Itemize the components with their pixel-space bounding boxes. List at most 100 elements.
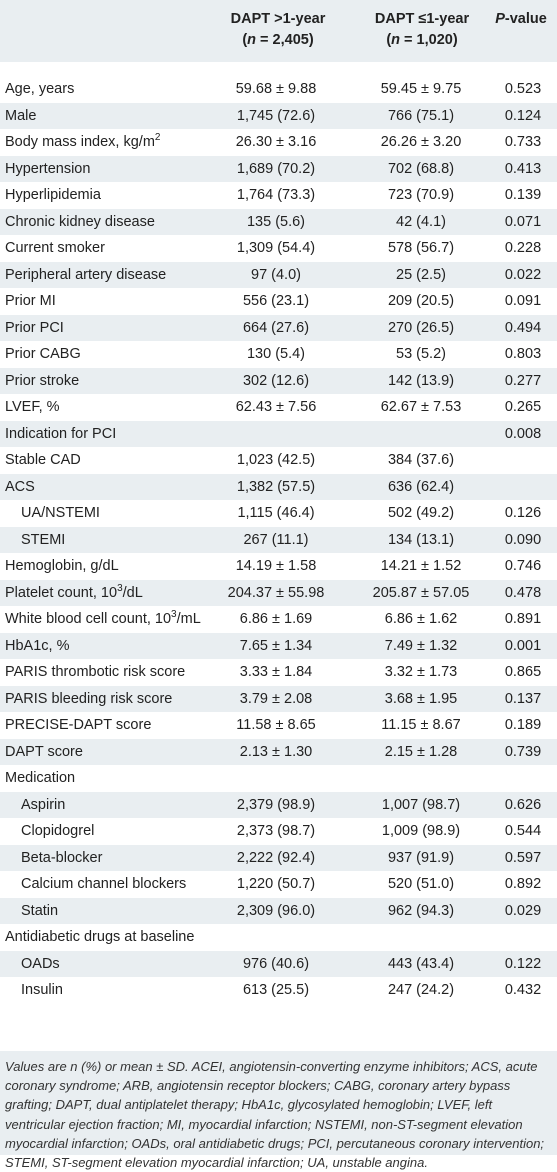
table-row: Prior MI 556 (23.1) 209 (20.5) 0.091: [0, 288, 557, 315]
table-row: ACS 1,382 (57.5) 636 (62.4): [0, 473, 557, 500]
row-label-text: Chronic kidney disease: [5, 213, 155, 230]
value-p: 0.189: [504, 717, 542, 733]
table-row: Insulin 613 (25.5) 247 (24.2) 0.432: [0, 977, 557, 1004]
table-row: Prior CABG 130 (5.4) 53 (5.2) 0.803: [0, 341, 557, 368]
header-col1-n-open: (: [242, 32, 248, 48]
row-label: Hypertension: [5, 156, 90, 183]
value-dapt-gt-1-year: 976 (40.6): [242, 955, 310, 972]
value-p: 0.626: [504, 796, 542, 813]
row-label-text: LVEF, %: [5, 399, 60, 415]
value-dapt-le-1-year: 578 (56.7): [387, 240, 455, 256]
value-p: 0.523: [504, 81, 542, 97]
row-label: Clopidogrel: [21, 818, 94, 845]
table-row: Antidiabetic drugs at baseline: [0, 924, 557, 951]
row-label: Prior MI: [5, 288, 56, 315]
row-label-superscript: 2: [154, 132, 161, 144]
row-label-text: Insulin: [21, 982, 63, 998]
row-label-text: Beta-blocker: [21, 849, 103, 866]
value-dapt-le-1-year: 59.45 ± 9.75: [380, 81, 462, 97]
row-label-text: PARIS bleeding risk score: [5, 690, 173, 707]
table-row: Current smoker 1,309 (54.4) 578 (56.7) 0.22…: [0, 235, 557, 262]
row-label: Statin: [21, 898, 58, 925]
row-label-text: Prior PCI: [5, 319, 64, 336]
row-label: LVEF, %: [5, 394, 60, 421]
table-row: Medication: [0, 765, 557, 792]
value-dapt-gt-1-year: 2,379 (98.9): [236, 796, 316, 813]
table-row: Hemoglobin, g/dL 14.19 ± 1.58 14.21 ± 1.52…: [0, 553, 557, 580]
row-label-text: Stable CAD: [5, 452, 81, 468]
value-p: 0.228: [504, 240, 542, 256]
value-dapt-gt-1-year: 556 (23.1): [242, 293, 310, 309]
table-row: Aspirin 2,379 (98.9) 1,007 (98.7) 0.626: [0, 791, 557, 818]
value-dapt-gt-1-year: 1,023 (42.5): [236, 452, 316, 468]
table-footnote: Values are n (%) or mean ± SD. ACEI, ang…: [0, 1051, 557, 1170]
table-row: DAPT score 2.13 ± 1.30 2.15 ± 1.28 0.739: [0, 738, 557, 765]
row-label: Hemoglobin, g/dL: [5, 553, 119, 580]
row-label-superscript: 3: [171, 609, 177, 621]
value-p: 0.008: [504, 425, 542, 442]
table-row: Hypertension 1,689 (70.2) 702 (68.8) 0.413: [0, 155, 557, 183]
value-dapt-le-1-year: 636 (62.4): [387, 478, 455, 495]
row-label-text: White blood cell count, 10: [5, 611, 172, 627]
row-label-text: UA/NSTEMI: [21, 505, 100, 521]
footnote-text: Values are n (%) or mean ± SD. ACEI, ang…: [5, 1059, 545, 1171]
value-dapt-gt-1-year: 1,382 (57.5): [236, 478, 316, 495]
value-p: 0.001: [504, 637, 542, 654]
row-label: Medication: [5, 765, 75, 792]
row-label-text: OADs: [21, 955, 60, 972]
table-row: Hyperlipidemia 1,764 (73.3) 723 (70.9) 0.13…: [0, 182, 557, 209]
header-col2-n-open: (: [386, 32, 392, 48]
value-dapt-le-1-year: 209 (20.5): [387, 293, 455, 309]
table-row: STEMI 267 (11.1) 134 (13.1) 0.090: [0, 526, 557, 553]
value-p: 0.265: [504, 399, 542, 415]
row-label: Male: [5, 103, 36, 130]
row-label-text: Hypertension: [5, 160, 91, 177]
row-label-text: Hyperlipidemia: [5, 187, 101, 203]
row-label: Antidiabetic drugs at baseline: [5, 924, 194, 951]
row-label-text: Medication: [5, 770, 76, 786]
header-col2-n-symbol: n: [391, 32, 401, 48]
value-p: 0.090: [504, 531, 542, 548]
value-p: 0.137: [504, 690, 542, 707]
row-label: UA/NSTEMI: [21, 500, 100, 527]
row-label-text: Statin: [21, 902, 59, 919]
header-col2-n: (n = 1,020): [364, 30, 480, 51]
table-header: DAPT >1-year (n = 2,405) DAPT ≤1-year (n…: [0, 0, 557, 62]
value-dapt-gt-1-year: 2,373 (98.7): [236, 823, 316, 839]
value-dapt-gt-1-year: 2.13 ± 1.30: [239, 743, 313, 760]
value-p: 0.091: [504, 293, 542, 309]
value-dapt-le-1-year: 25 (2.5): [396, 266, 446, 283]
value-dapt-le-1-year: 7.49 ± 1.32: [384, 637, 458, 654]
row-label: Prior stroke: [5, 368, 79, 395]
header-col1-title: DAPT >1-year: [230, 11, 326, 27]
row-label-text: Prior stroke: [5, 372, 80, 389]
value-dapt-le-1-year: 3.32 ± 1.73: [384, 664, 458, 680]
value-p: 0.413: [504, 160, 542, 177]
table-row: Peripheral artery disease 97 (4.0) 25 (2.5…: [0, 261, 557, 288]
table-body: Age, years 59.68 ± 9.88 59.45 ± 9.75 0.523 M…: [0, 62, 557, 1004]
row-label: PARIS thrombotic risk score: [5, 659, 185, 686]
table-row: Beta-blocker 2,222 (92.4) 937 (91.9) 0.597: [0, 844, 557, 871]
row-label-text: Aspirin: [21, 796, 66, 813]
value-dapt-gt-1-year: 3.79 ± 2.08: [239, 690, 313, 707]
value-dapt-gt-1-year: 59.68 ± 9.88: [235, 81, 317, 97]
table-row: Statin 2,309 (96.0) 962 (94.3) 0.029: [0, 897, 557, 925]
value-dapt-gt-1-year: 62.43 ± 7.56: [235, 399, 317, 415]
table-row: PARIS thrombotic risk score 3.33 ± 1.84 3.…: [0, 659, 557, 686]
value-p: 0.022: [504, 266, 542, 283]
value-dapt-gt-1-year: 1,764 (73.3): [236, 187, 316, 203]
header-col2-n-value: = 1,020): [400, 32, 458, 48]
value-dapt-le-1-year: 14.21 ± 1.52: [380, 558, 462, 574]
row-label: PRECISE-DAPT score: [5, 712, 151, 739]
value-dapt-gt-1-year: 302 (12.6): [242, 372, 310, 389]
value-p: 0.029: [504, 902, 542, 919]
table-row: HbA1c, % 7.65 ± 1.34 7.49 ± 1.32 0.001: [0, 632, 557, 659]
row-label-text: Prior CABG: [5, 346, 81, 362]
header-col1-n-value: = 2,405): [256, 32, 314, 48]
row-label: Indication for PCI: [5, 421, 116, 448]
row-label-text: Prior MI: [5, 293, 56, 309]
row-label-text: Antidiabetic drugs at baseline: [5, 929, 195, 945]
row-label-superscript: 3: [117, 582, 123, 594]
value-dapt-le-1-year: 53 (5.2): [396, 346, 446, 362]
